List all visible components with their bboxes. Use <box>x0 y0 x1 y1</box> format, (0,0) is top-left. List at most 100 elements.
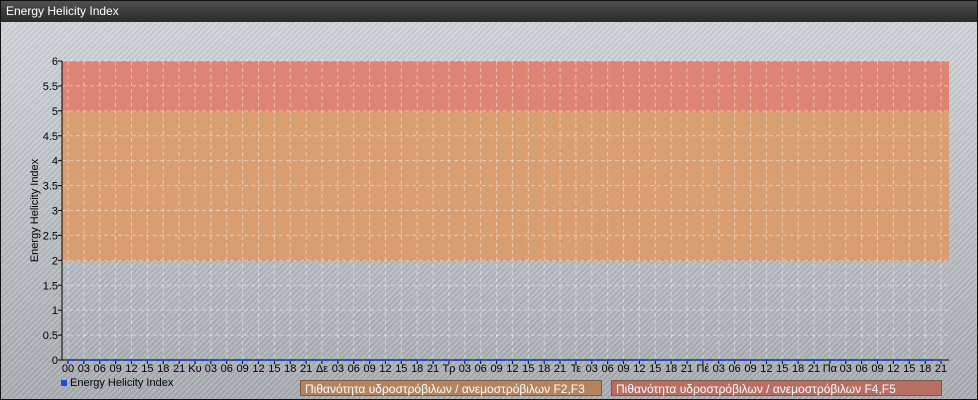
data-point <box>701 358 705 362</box>
x-tick-label: 18 <box>411 363 423 375</box>
data-point <box>638 358 641 362</box>
data-point <box>527 358 530 362</box>
data-point <box>923 358 927 362</box>
data-point <box>558 358 562 362</box>
y-tick-label: 2.5 <box>43 230 58 242</box>
y-tick-label: 5.5 <box>43 81 58 93</box>
x-tick-label: 03 <box>205 363 217 375</box>
x-tick-label: Κυ <box>188 363 201 375</box>
data-point <box>416 358 419 362</box>
data-point <box>114 358 117 362</box>
data-point <box>669 358 673 362</box>
x-tick-label: 18 <box>538 363 550 375</box>
x-tick-label: 15 <box>649 363 661 375</box>
x-tick-label: 12 <box>633 363 645 375</box>
data-point <box>749 358 752 362</box>
x-tick-label: Πα <box>823 363 838 375</box>
x-tick-label: 12 <box>252 363 264 375</box>
band-0 <box>62 110 949 261</box>
data-point <box>66 358 70 362</box>
data-point <box>812 358 816 362</box>
y-tick-label: 1.5 <box>43 280 58 292</box>
window-title: Energy Helicity Index <box>1 1 977 22</box>
x-tick-label: 12 <box>887 363 899 375</box>
x-tick-label: 06 <box>94 363 106 375</box>
y-tick-label: 6 <box>52 56 58 68</box>
x-tick-label: 09 <box>236 363 248 375</box>
x-tick-label: 09 <box>490 363 502 375</box>
y-tick-label: 4 <box>52 156 58 168</box>
data-point <box>828 358 832 362</box>
x-tick-label: 18 <box>665 363 677 375</box>
data-point <box>733 358 736 362</box>
x-tick-label: 03 <box>586 363 598 375</box>
x-tick-label: 18 <box>919 363 931 375</box>
data-point <box>193 358 197 362</box>
data-point <box>876 358 879 362</box>
x-tick-label: 21 <box>427 363 439 375</box>
x-tick-label: 09 <box>109 363 121 375</box>
x-tick-label: 21 <box>808 363 820 375</box>
y-tick-label: 4.5 <box>43 131 58 143</box>
x-tick-label: 03 <box>78 363 90 375</box>
y-tick-label: 3 <box>52 206 58 218</box>
data-point <box>98 358 101 362</box>
x-tick-label: 00 <box>62 363 74 375</box>
data-point <box>765 358 768 362</box>
x-tick-label: Δε <box>316 363 328 375</box>
legend-label: Energy Helicity Index <box>70 377 174 389</box>
y-tick-label: 0.5 <box>43 330 58 342</box>
x-tick-label: 18 <box>284 363 296 375</box>
x-tick-label: 15 <box>903 363 915 375</box>
data-point <box>796 358 800 362</box>
x-tick-label: 15 <box>141 363 153 375</box>
x-tick-label: 15 <box>395 363 407 375</box>
data-point <box>225 358 228 362</box>
data-point <box>511 358 514 362</box>
legend-swatch <box>61 380 67 386</box>
data-point <box>574 358 578 362</box>
data-point <box>479 358 482 362</box>
x-tick-label: 03 <box>840 363 852 375</box>
x-tick-label: 06 <box>729 363 741 375</box>
data-point <box>685 358 689 362</box>
data-point <box>781 358 784 362</box>
y-tick-label: 0 <box>52 355 58 367</box>
data-point <box>892 358 895 362</box>
x-tick-label: 12 <box>125 363 137 375</box>
x-tick-label: 15 <box>776 363 788 375</box>
band-1 <box>62 61 949 111</box>
x-tick-label: 15 <box>268 363 280 375</box>
x-tick-label: 03 <box>713 363 725 375</box>
x-tick-label: 15 <box>522 363 534 375</box>
data-point <box>654 358 657 362</box>
data-point <box>495 358 498 362</box>
x-tick-label: 12 <box>379 363 391 375</box>
data-point <box>241 358 244 362</box>
data-point <box>590 358 593 362</box>
data-point <box>368 358 371 362</box>
data-point <box>844 358 847 362</box>
x-tick-label: 21 <box>935 363 947 375</box>
data-point <box>622 358 625 362</box>
x-tick-label: 21 <box>681 363 693 375</box>
y-tick-label: 2 <box>52 255 58 267</box>
y-tick-label: 5 <box>52 106 58 118</box>
data-point <box>860 358 863 362</box>
data-point <box>273 358 276 362</box>
band-legend-f4-f5: Πιθανότητα υδροστρόβιλων / ανεμοστρόβιλω… <box>611 380 942 396</box>
y-tick-label: 1 <box>52 305 58 317</box>
data-point <box>257 358 260 362</box>
x-tick-label: 09 <box>363 363 375 375</box>
x-tick-label: 06 <box>856 363 868 375</box>
data-point <box>304 358 308 362</box>
data-point <box>289 358 292 362</box>
data-point <box>130 358 133 362</box>
x-tick-label: 18 <box>157 363 169 375</box>
x-tick-label: 06 <box>475 363 487 375</box>
data-point <box>717 358 720 362</box>
data-point <box>908 358 911 362</box>
data-point <box>336 358 340 362</box>
data-point <box>146 358 149 362</box>
